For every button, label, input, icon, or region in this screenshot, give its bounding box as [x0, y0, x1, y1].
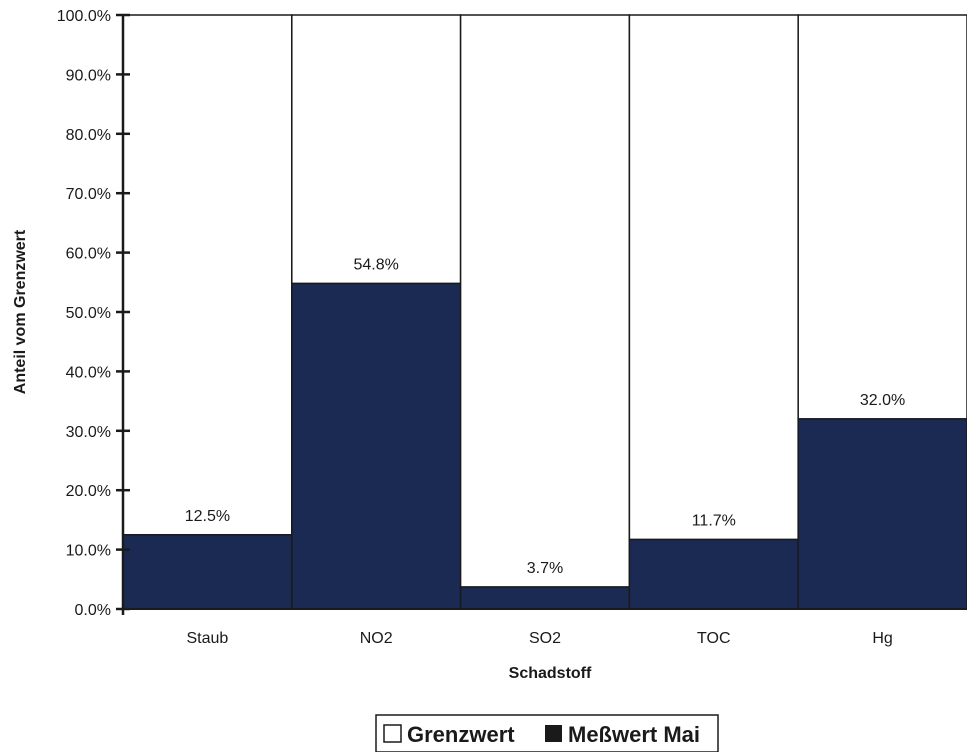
- y-tick-label: 10.0%: [66, 543, 111, 560]
- data-label-toc: 11.7%: [692, 513, 736, 530]
- data-label-hg: 32.0%: [860, 392, 905, 409]
- data-label-staub: 12.5%: [185, 508, 230, 525]
- legend-swatch-messwert: [545, 725, 562, 742]
- legend: Grenzwert Meßwert Mai: [375, 714, 719, 752]
- x-tick-label-hg: Hg: [872, 630, 892, 647]
- legend-label-messwert: Meßwert Mai: [568, 722, 700, 747]
- y-tick-label: 80.0%: [66, 127, 111, 144]
- bar-messwert-toc: [628, 538, 799, 610]
- y-axis: 0.0% 10.0% 20.0% 30.0% 40.0% 50.0% 60.0% 70.0% 8…: [57, 8, 967, 619]
- x-tick-label-staub: Staub: [186, 630, 228, 647]
- y-tick-label: 90.0%: [66, 67, 111, 84]
- y-tick-label: 60.0%: [66, 246, 111, 263]
- y-tick-label: 30.0%: [66, 424, 111, 441]
- bar-grenzwert-staub: [122, 14, 293, 536]
- legend-label-grenzwert: Grenzwert: [407, 722, 515, 747]
- data-label-so2: 3.7%: [527, 560, 563, 577]
- y-tick-label: 50.0%: [66, 305, 111, 322]
- legend-swatch-grenzwert: [383, 724, 402, 743]
- y-axis-title: Anteil vom Grenzwert: [12, 229, 29, 394]
- bar-grenzwert-so2: [459, 14, 631, 588]
- x-tick-label-so2: SO2: [529, 630, 561, 647]
- bar-grenzwert-no2: [291, 14, 462, 285]
- bar-messwert-staub: [122, 534, 293, 610]
- y-tick-label: 40.0%: [66, 364, 111, 381]
- data-label-no2: 54.8%: [354, 256, 399, 273]
- bar-grenzwert-toc: [628, 14, 799, 541]
- x-tick-label-no2: NO2: [360, 630, 393, 647]
- x-tick-label-toc: TOC: [697, 630, 730, 647]
- bar-grenzwert-hg: [797, 14, 967, 420]
- y-tick-label: 20.0%: [66, 483, 111, 500]
- bars-layer: 12.5% 54.8% 3.7% 11.7% 32.0%: [122, 14, 967, 610]
- x-axis-title: Schadstoff: [509, 665, 592, 682]
- bar-messwert-hg: [797, 418, 967, 610]
- y-tick-label: 0.0%: [75, 602, 111, 619]
- bar-messwert-no2: [291, 282, 462, 610]
- y-tick-label: 100.0%: [57, 8, 111, 25]
- bar-messwert-so2: [459, 586, 631, 610]
- x-axis-labels: Staub NO2 SO2 TOC Hg: [186, 630, 892, 647]
- y-tick-label: 70.0%: [66, 186, 111, 203]
